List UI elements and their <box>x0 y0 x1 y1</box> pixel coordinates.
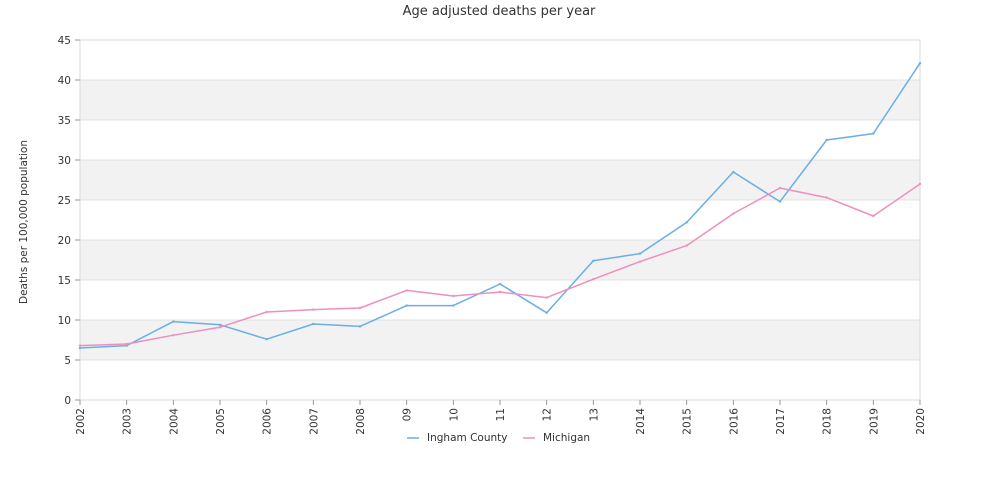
x-tick-label: 2014 <box>635 408 647 435</box>
x-tick-label: 2020 <box>915 408 927 435</box>
x-tick-label: 2017 <box>775 408 787 435</box>
data-point-ingham-county <box>545 311 548 314</box>
data-point-michigan <box>218 326 222 329</box>
y-axis-label: Deaths per 100,000 population <box>18 140 30 304</box>
x-tick-label: 2007 <box>308 408 320 435</box>
data-point-michigan <box>125 342 128 346</box>
data-point-ingham-county <box>452 304 455 307</box>
x-tick-label: 2018 <box>822 408 834 435</box>
x-tick-label: 2006 <box>262 408 274 435</box>
data-point-ingham-county <box>218 323 222 326</box>
legend-label-michigan: Michigan <box>543 432 590 444</box>
x-tick-label: 10 <box>448 408 460 421</box>
x-tick-label: 2005 <box>215 408 227 435</box>
data-point-ingham-county <box>78 346 82 350</box>
data-point-michigan <box>172 334 175 337</box>
data-point-michigan <box>778 186 782 190</box>
y-tick-label: 40 <box>58 75 71 87</box>
y-axis-ticks: 0 5 10 15 20 25 30 35 40 45 <box>58 35 80 407</box>
legend-label-ingham-county: Ingham County <box>427 432 507 444</box>
x-tick-label: 2008 <box>355 408 367 435</box>
grid-band <box>80 240 920 280</box>
data-point-michigan <box>825 196 828 199</box>
data-point-ingham-county <box>265 338 268 341</box>
y-tick-label: 30 <box>58 155 71 167</box>
y-tick-label: 25 <box>58 195 71 207</box>
chart-title: Age adjusted deaths per year <box>403 4 596 19</box>
data-point-ingham-county <box>732 170 735 174</box>
y-tick-label: 5 <box>64 355 71 367</box>
data-point-michigan <box>312 308 315 311</box>
y-tick-label: 20 <box>58 235 71 247</box>
data-point-michigan <box>265 310 268 314</box>
data-point-ingham-county <box>405 304 408 307</box>
data-point-ingham-county <box>638 252 642 255</box>
data-point-ingham-county <box>778 200 782 203</box>
y-tick-label: 45 <box>58 35 71 47</box>
data-point-michigan <box>638 260 642 263</box>
data-point-ingham-county <box>358 325 362 328</box>
data-point-michigan <box>358 306 362 310</box>
y-tick-label: 35 <box>58 115 71 127</box>
y-tick-label: 10 <box>58 315 71 327</box>
data-point-ingham-county <box>312 322 315 326</box>
data-point-ingham-county <box>825 138 828 142</box>
data-point-ingham-county <box>498 282 502 286</box>
x-tick-label: 2002 <box>75 408 87 435</box>
x-tick-label: 09 <box>402 408 414 421</box>
data-point-ingham-county <box>872 132 875 135</box>
x-tick-label: 2016 <box>728 408 740 435</box>
x-tick-label: 2004 <box>168 408 180 435</box>
data-point-michigan <box>685 244 688 247</box>
series-lines <box>78 62 922 350</box>
x-tick-label: 2003 <box>122 408 134 435</box>
x-tick-label: 13 <box>588 408 600 421</box>
data-point-michigan <box>918 182 922 186</box>
x-tick-label: 2019 <box>868 408 880 435</box>
data-point-ingham-county <box>592 259 595 262</box>
x-tick-label: 11 <box>495 408 507 421</box>
data-point-ingham-county <box>685 221 688 224</box>
y-tick-label: 0 <box>64 395 71 407</box>
data-point-michigan <box>78 344 82 347</box>
grid-band <box>80 80 920 120</box>
legend: Ingham County Michigan <box>407 432 590 444</box>
grid-bands <box>80 80 920 360</box>
data-point-michigan <box>545 296 548 299</box>
data-point-michigan <box>498 290 502 294</box>
x-tick-label: 2015 <box>682 408 694 435</box>
data-point-ingham-county <box>172 320 175 323</box>
grid-band <box>80 320 920 360</box>
grid-band <box>80 160 920 200</box>
data-point-michigan <box>452 294 455 298</box>
data-point-michigan <box>732 212 735 215</box>
y-tick-label: 15 <box>58 275 71 287</box>
data-point-michigan <box>405 289 408 292</box>
data-point-ingham-county <box>918 62 922 65</box>
grid-lines <box>80 79 920 361</box>
data-point-michigan <box>872 214 875 218</box>
x-axis-ticks: 2002 2003 2004 2005 2006 2007 2008 09 10 11 12 13 20… <box>75 400 927 435</box>
data-point-michigan <box>592 278 595 281</box>
x-tick-label: 12 <box>542 408 554 421</box>
